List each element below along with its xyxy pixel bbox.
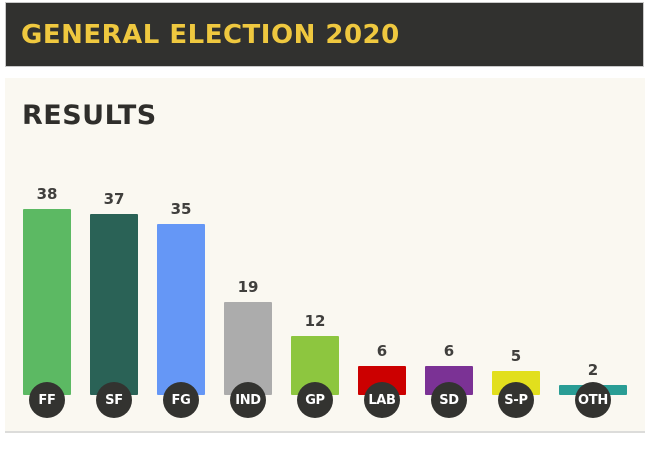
bar-value-lab: 6 [376,341,388,360]
header-bar: GENERAL ELECTION 2020 [5,2,644,67]
bar-chart: 38 FF 37 SF 35 FG 19 IND 12 GP 6 LAB 6 SD 5 S-P 2 OTH [23,185,627,418]
party-badge-s-p: S-P [498,382,534,418]
party-badge-oth: OTH [575,382,611,418]
party-badge-sf: SF [96,382,132,418]
bar-group-s-p: 5 S-P [492,347,540,418]
bar-value-fg: 35 [170,199,192,218]
bar-ff [23,208,71,395]
bar-value-gp: 12 [304,312,326,331]
page-title: GENERAL ELECTION 2020 [21,19,400,50]
bar-ind [224,301,272,395]
bar-group-oth: 2 OTH [559,361,627,418]
bar-value-ff: 38 [36,184,58,203]
bar-group-sf: 37 SF [90,190,138,418]
bar-value-s-p: 5 [510,346,522,365]
bar-group-ind: 19 IND [224,278,272,418]
bar-fg [157,223,205,395]
bar-sf [90,213,138,395]
bar-value-ind: 19 [237,277,259,296]
party-badge-lab: LAB [364,382,400,418]
bar-value-sd: 6 [443,341,455,360]
bar-value-oth: 2 [587,361,599,380]
party-badge-gp: GP [297,382,333,418]
party-badge-ff: FF [29,382,65,418]
bar-group-gp: 12 GP [291,312,339,418]
results-panel: RESULTS 38 FF 37 SF 35 FG 19 IND 12 GP 6 LAB 6 SD 5 S-P… [5,78,645,433]
party-badge-sd: SD [431,382,467,418]
bar-group-fg: 35 FG [157,200,205,418]
bar-group-lab: 6 LAB [358,342,406,418]
party-badge-ind: IND [230,382,266,418]
bar-group-ff: 38 FF [23,185,71,418]
results-heading: RESULTS [22,100,157,131]
bar-value-sf: 37 [103,189,125,208]
bar-group-sd: 6 SD [425,342,473,418]
party-badge-fg: FG [163,382,199,418]
